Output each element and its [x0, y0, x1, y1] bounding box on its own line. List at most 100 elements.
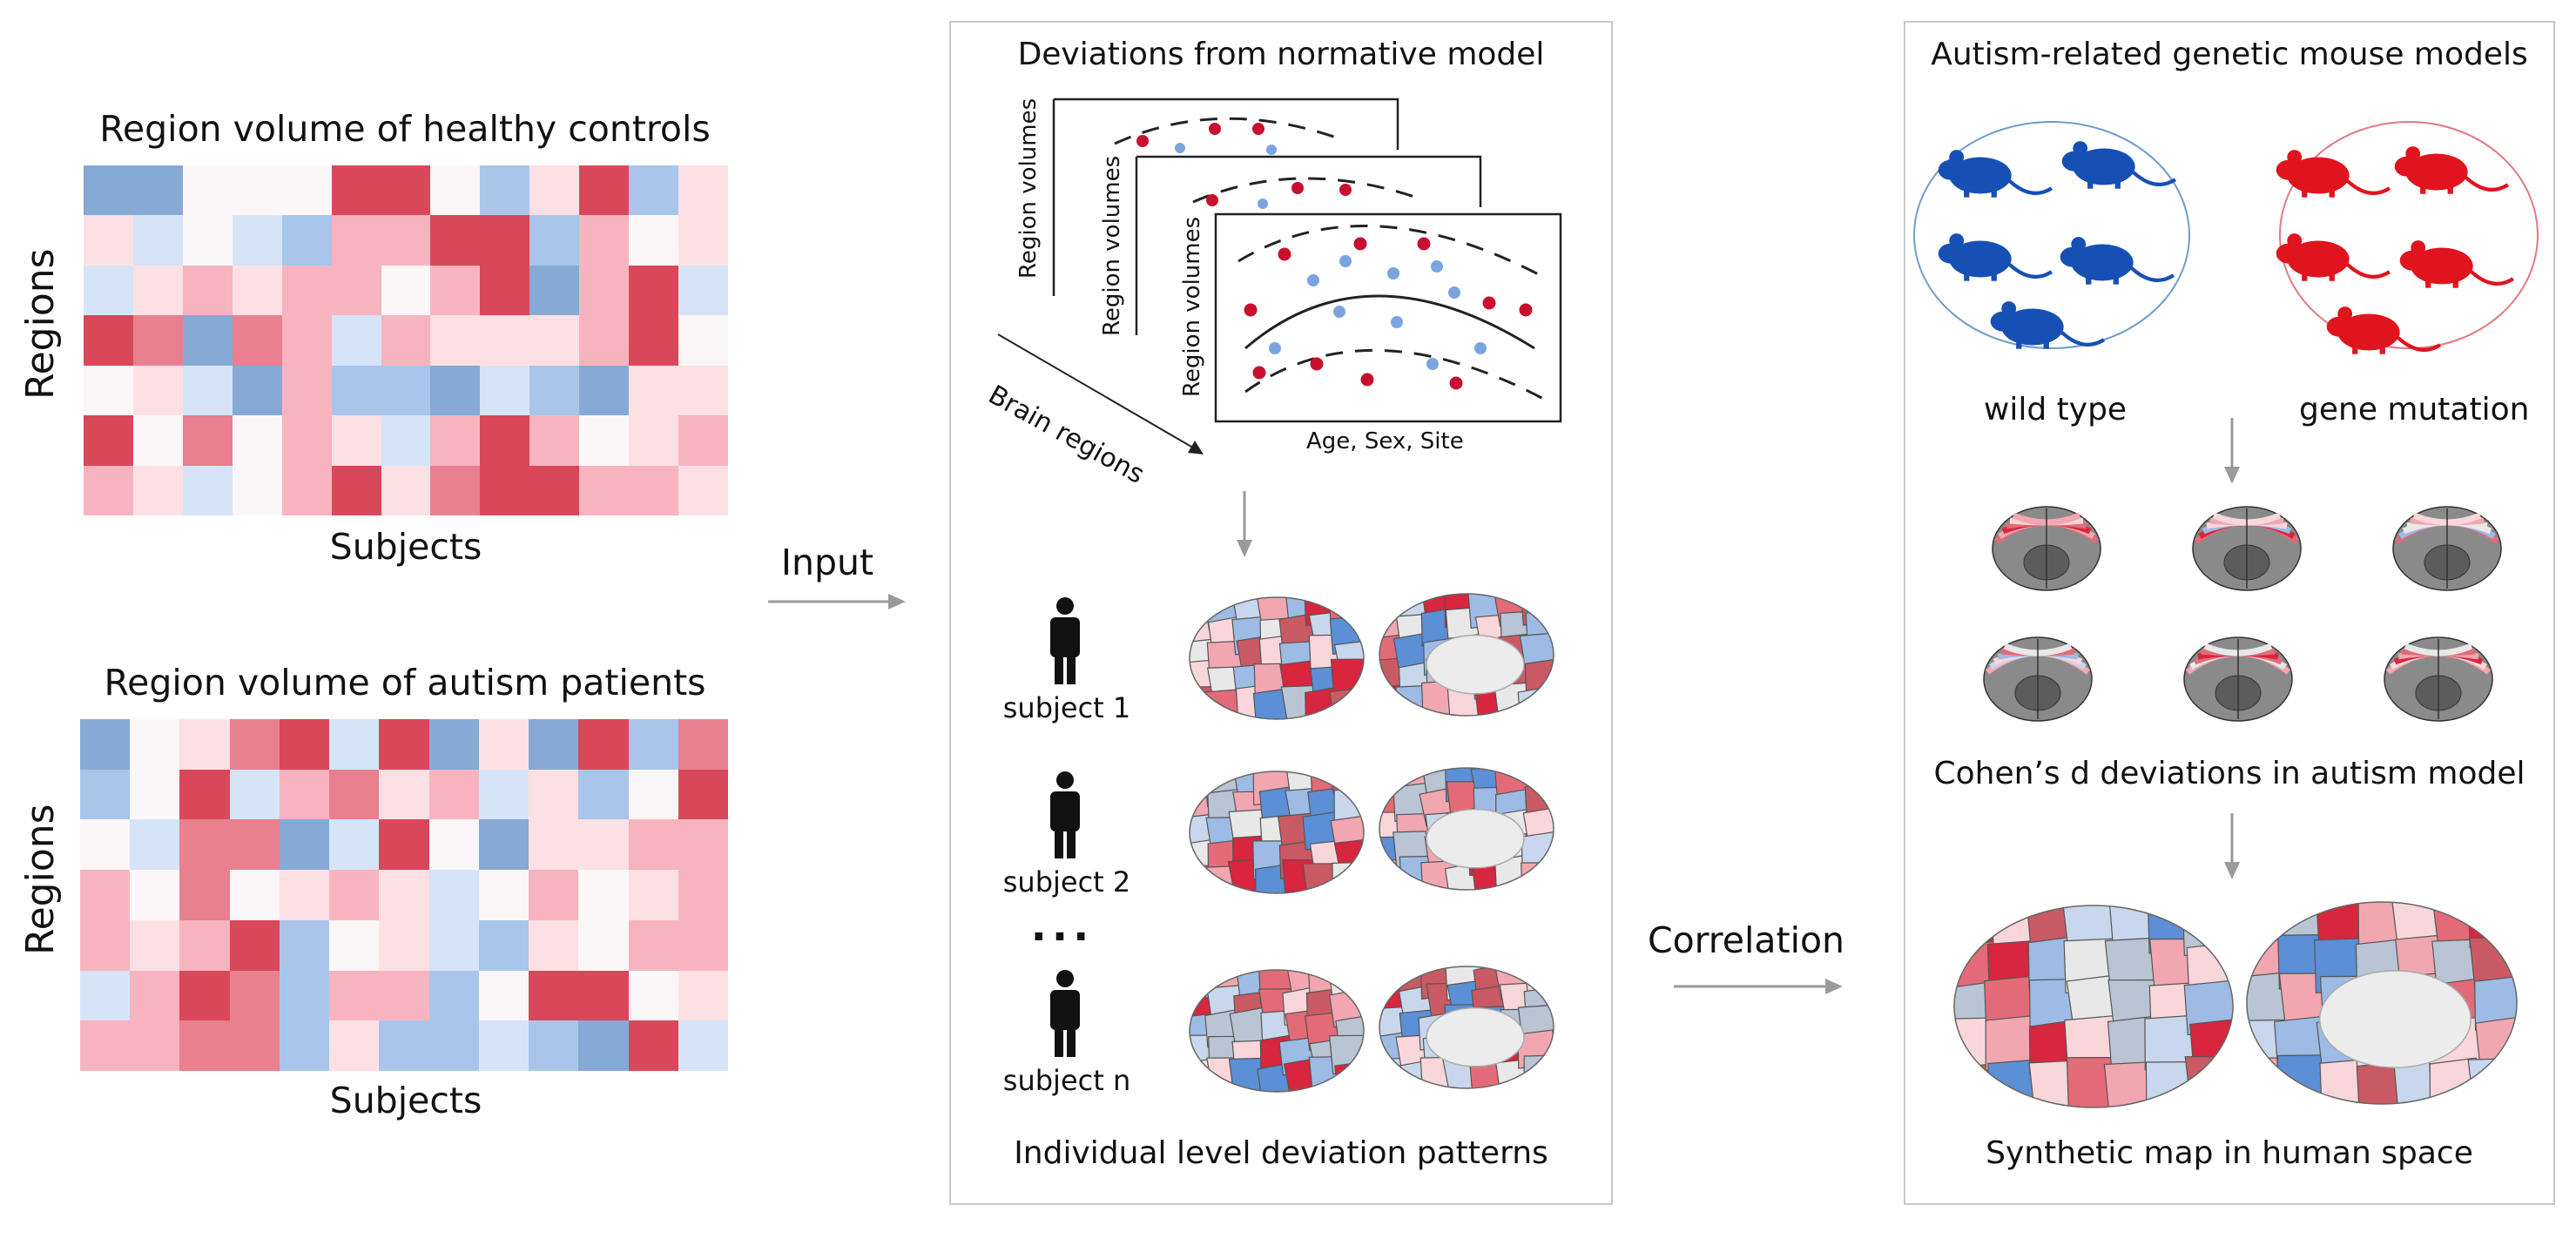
asd-cell — [329, 919, 380, 971]
subject-brain-maps — [1189, 966, 1554, 1093]
asd-cell — [179, 769, 230, 820]
hc-cell — [331, 465, 381, 515]
hc-cell — [678, 465, 728, 515]
hc-cell — [381, 315, 431, 366]
hc-cell — [480, 365, 530, 416]
asd-cell — [578, 719, 629, 770]
hc-cell — [480, 415, 530, 466]
hc-cell — [381, 265, 431, 316]
subject-brain-maps — [1189, 593, 1554, 720]
asd-cell — [478, 819, 529, 871]
hc-cell — [480, 265, 530, 316]
asd-cell — [279, 970, 330, 1021]
wild-type-label: wild type — [1983, 392, 2128, 427]
asd-cell — [130, 819, 180, 871]
asd-cell — [80, 769, 131, 820]
asd-cell — [428, 970, 479, 1021]
hc-cell — [529, 365, 580, 416]
asd-cell — [428, 719, 479, 770]
correlation-label: Correlation — [1647, 919, 1845, 961]
hc-cell — [529, 465, 580, 515]
asd-cell — [329, 769, 380, 820]
asd-cell — [428, 919, 479, 971]
asd-cell — [80, 719, 131, 770]
asd-cell — [130, 919, 180, 971]
hc-cell — [232, 315, 282, 366]
hc-cell — [430, 265, 481, 316]
asd-cell — [329, 870, 380, 920]
asd-cell — [529, 719, 579, 770]
asd-cell — [628, 870, 678, 920]
asd-cell — [80, 819, 131, 871]
hc-cell — [232, 415, 282, 466]
hc-cell — [182, 365, 233, 416]
hc-cell — [132, 365, 183, 416]
hc-cell — [281, 465, 332, 515]
asd-cell — [529, 1020, 579, 1071]
hc-cell — [381, 165, 431, 216]
hc-cell — [331, 415, 381, 466]
back-dot-5 — [1266, 145, 1277, 155]
gene-mutation-label: gene mutation — [2299, 392, 2530, 427]
hc-cell — [84, 365, 133, 416]
mouse-models-title: Autism-related genetic mouse models — [1931, 37, 2528, 72]
hc-cell — [232, 365, 282, 416]
hc-cell — [281, 315, 332, 366]
subject-row: subject n — [993, 966, 1568, 1109]
asd-cell — [229, 819, 280, 871]
axis-x-label: Age, Sex, Site — [1306, 428, 1464, 454]
asd-cell — [229, 919, 280, 971]
hc-cell — [232, 465, 282, 515]
hc-cell — [281, 365, 332, 416]
person-icon — [1050, 597, 1080, 684]
asd-cell — [279, 870, 330, 920]
hc-cell — [579, 465, 630, 515]
asd-cell — [130, 769, 180, 820]
hc-cell — [529, 265, 580, 316]
hc-cell — [381, 415, 431, 466]
mid-dot-4 — [1258, 199, 1268, 209]
hc-cell — [331, 315, 381, 366]
hc-cell — [480, 165, 530, 216]
hc-cell — [182, 165, 233, 216]
axis-y-label-mid: Region volumes — [1099, 155, 1125, 336]
hc-cell — [579, 165, 630, 216]
hc-cell — [629, 365, 679, 416]
subject-brain-maps — [1189, 767, 1554, 894]
hc-cell — [678, 315, 728, 366]
asd-cell — [229, 870, 280, 920]
hc-cell — [331, 265, 381, 316]
asd-cell — [229, 719, 280, 770]
asd-cell — [578, 769, 629, 820]
normative-model-plots — [997, 98, 1562, 454]
subject-label: subject n — [1002, 1064, 1131, 1097]
hc-cell — [281, 215, 332, 266]
subjects-label-bottom: Subjects — [329, 1080, 482, 1121]
asd-cell — [628, 970, 678, 1021]
regions-label-bottom: Regions — [18, 804, 63, 955]
asd-cell — [529, 870, 579, 920]
hc-cell — [132, 315, 183, 366]
asd-cell — [478, 970, 529, 1021]
hc-cell — [579, 265, 630, 316]
hc-cell — [182, 465, 233, 515]
ellipsis: ... — [1030, 902, 1095, 951]
hc-cell — [232, 265, 282, 316]
hc-cell — [529, 315, 580, 366]
hc-cell — [579, 415, 630, 466]
asd-cell — [179, 919, 230, 971]
hc-cell — [678, 165, 728, 216]
asd-cell — [628, 769, 678, 820]
healthy-controls-title: Region volume of healthy controls — [99, 108, 711, 150]
synthetic-brain-maps — [1953, 901, 2518, 1108]
hc-cell — [430, 165, 481, 216]
asd-cell — [578, 870, 629, 920]
asd-cell — [279, 1020, 330, 1071]
asd-cell — [478, 919, 529, 971]
mid-dot-1 — [1206, 194, 1218, 206]
asd-cell — [529, 970, 579, 1021]
asd-cell — [379, 719, 429, 770]
hc-cell — [629, 215, 679, 266]
asd-cell — [80, 970, 131, 1021]
asd-cell — [628, 919, 678, 971]
